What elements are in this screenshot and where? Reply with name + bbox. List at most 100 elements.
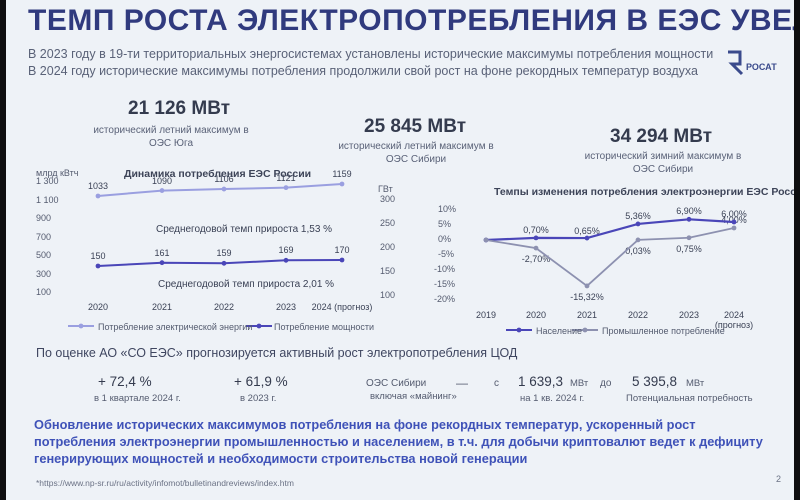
chart2-data-label: 0,75%	[676, 243, 702, 254]
stat-value-siberia-winter: 34 294 МВт	[610, 126, 712, 147]
chart2-x-label: 2023	[678, 310, 700, 320]
chart1-series-1-point	[283, 257, 289, 263]
chart1-data-label: 150	[90, 251, 106, 261]
chart2-series-0-point	[686, 216, 692, 222]
chart2-y-tick: -10%	[434, 264, 456, 274]
chart1-left-tick: 100	[36, 287, 52, 297]
forecast-to-unit: МВт	[686, 378, 705, 389]
chart2-legend-industry: Промышленное потребление	[602, 326, 725, 336]
forecast-q1-desc: в 1 квартале 2024 г.	[94, 393, 181, 404]
chart2-data-label: 0,65%	[574, 226, 600, 237]
forecast-from-word: с	[494, 378, 499, 389]
chart1-series-1-point	[95, 263, 101, 269]
chart1-data-label: 161	[154, 247, 170, 258]
chart1-x-label: 2022	[213, 302, 235, 312]
stat-desc-siberia-summer-line1: исторический летний максимум в	[338, 141, 494, 152]
chart1-right-unit: ГВт	[378, 184, 393, 194]
chart1-plot	[68, 181, 345, 329]
chart1-left-tick: 1 300	[36, 176, 59, 186]
chart1-left-tick: 500	[36, 250, 52, 260]
chart1-left-tick: 700	[36, 231, 52, 242]
chart1-series-0-point	[159, 188, 165, 193]
stat-desc-siberia-winter-line2: ОЭС Сибири	[632, 164, 694, 175]
chart1-right-tick: 100	[380, 290, 396, 300]
stat-desc-siberia-summer-line2: ОЭС Сибири	[385, 154, 447, 165]
chart2-series-1-line	[485, 227, 735, 288]
chart1-legend-marker	[78, 323, 84, 329]
chart1-left-tick: 1 100	[36, 194, 59, 205]
stat-desc-siberia-summer: исторический летний максимум в ОЭС Сибир…	[331, 140, 501, 166]
chart1-data-label: 1090	[151, 175, 173, 186]
chart2-series-1-point	[686, 235, 692, 241]
chart1-data-label: 1121	[276, 172, 296, 183]
chart1-data-label: 1106	[214, 174, 234, 185]
chart2-series-0-line	[485, 218, 735, 242]
forecast-from-value: 1 639,3	[518, 374, 564, 389]
chart1-series-0-point	[339, 181, 345, 187]
chart2-x-label: 2021	[576, 310, 598, 320]
chart2-plot	[483, 216, 737, 333]
forecast-2023-value: + 61,9 %	[234, 374, 288, 389]
page-number: 2	[776, 474, 782, 484]
chart2-y-tick: -20%	[434, 294, 456, 304]
chart2-data-label: 6,00%	[721, 209, 747, 219]
chart1-left-tick: 900	[36, 213, 52, 223]
logo-icon	[728, 50, 744, 76]
chart1-series-1-point	[159, 260, 165, 266]
forecast-region-sub: включая «майнинг»	[370, 391, 457, 402]
chart2-legend-marker	[516, 327, 522, 333]
forecast-from-desc: на 1 кв. 2024 г.	[520, 393, 585, 404]
chart1-data-label: 169	[278, 245, 294, 256]
chart2-data-label: 0,70%	[523, 224, 549, 235]
footnote-link[interactable]: *https://www.np-sr.ru/ru/activity/infomo…	[36, 478, 294, 488]
chart2-y-tick: 5%	[438, 219, 452, 229]
chart1-legend-marker	[256, 323, 262, 329]
stat-desc-south-line2: ОЭС Юга	[148, 138, 194, 149]
chart2-series-0-point	[533, 235, 539, 241]
conclusion-text: Обновление исторических максимумов потре…	[34, 417, 763, 466]
forecast-to-desc: Потенциальная потребность	[626, 393, 753, 404]
chart2-legend-marker	[582, 327, 588, 333]
chart1-legend-power: Потребление мощности	[274, 322, 375, 332]
intro-line-2: В 2024 году исторические максимумы потре…	[28, 64, 698, 78]
logo-text: РОСАТ	[746, 62, 777, 72]
forecast-to-value: 5 395,8	[632, 374, 678, 389]
chart1-x-label: 2021	[151, 302, 173, 312]
chart1-x-label: 2023	[275, 302, 297, 312]
chart1-right-tick: 250	[380, 218, 396, 228]
chart2-x-label: 2020	[525, 310, 547, 320]
forecast-dash: —	[456, 376, 468, 390]
forecast-2023-desc: в 2023 г.	[240, 393, 277, 404]
chart1-x-label: 2024 (прогноз)	[311, 302, 373, 312]
chart1-avg-energy: Среднегодовой темп прироста 1,53 %	[156, 224, 333, 235]
stat-desc-siberia-winter-line1: исторический зимний максимум в	[584, 151, 742, 162]
chart2-y-tick: 10%	[438, 204, 457, 214]
chart2-data-label: -2,70%	[521, 254, 551, 265]
logo: РОСАТ	[724, 44, 777, 84]
chart1-data-label: 170	[334, 245, 350, 255]
chart1-left-tick: 300	[36, 268, 52, 279]
chart2-data-label: 6,90%	[676, 206, 702, 217]
chart1-right-tick: 300	[380, 194, 396, 204]
chart1-series-0-point	[283, 185, 289, 191]
forecast-to-word: до	[600, 378, 612, 389]
page-title: ТЕМП РОСТА ЭЛЕКТРОПОТРЕБЛЕНИЯ В ЕЭС УВЕЛ…	[28, 4, 794, 37]
chart1-series-0-point	[95, 193, 101, 199]
chart2-series-1-point	[635, 237, 641, 243]
chart2-y-tick: -15%	[434, 279, 456, 289]
chart2-series-1-point	[731, 225, 737, 231]
chart2-data-label: 0,03%	[625, 245, 651, 256]
intro-line-1: В 2023 году в 19-ти территориальных энер…	[28, 47, 714, 61]
chart2-series-0-point	[731, 219, 737, 225]
chart2-x-label: 2024	[723, 310, 745, 320]
chart1-left-unit: млрд кВтч	[36, 168, 79, 178]
chart1-x-label: 2020	[87, 302, 109, 312]
chart1-series-1-point	[221, 260, 227, 266]
chart2-y-tick: -5%	[438, 249, 455, 259]
chart1-series-0-point	[221, 186, 227, 192]
chart2-series-1-point	[533, 245, 539, 251]
chart1-title: Динамика потребления ЕЭС России	[124, 168, 312, 180]
chart2-series-1-point	[483, 237, 489, 243]
chart2-legend-population: Население	[536, 326, 582, 336]
forecast-heading: По оценке АО «СО ЕЭС» прогнозируется акт…	[36, 346, 518, 360]
